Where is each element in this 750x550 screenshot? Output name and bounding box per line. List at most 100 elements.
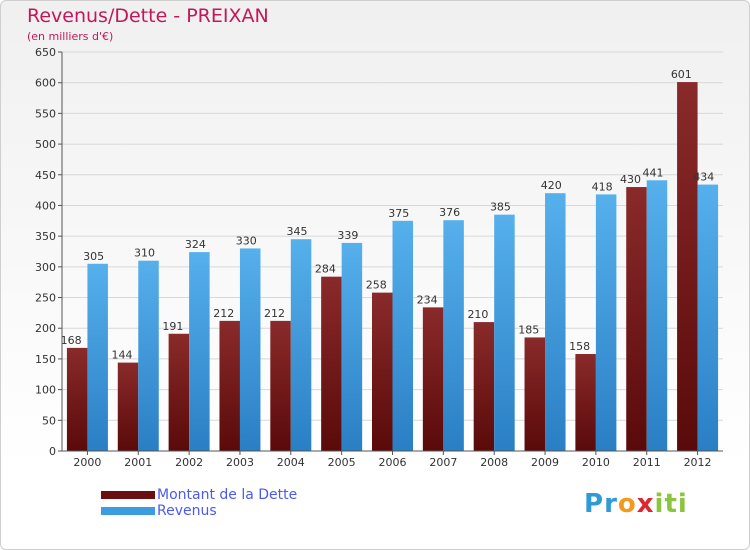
bar-revenus-2008 [494,214,515,451]
y-tick-label-200: 200 [35,322,56,335]
legend-label-revenus: Revenus [157,503,217,519]
logo-letter: t [664,489,678,519]
logo-letter: x [636,489,655,519]
logo-letter: i [677,489,688,519]
data-label-revenus-2001: 310 [134,247,155,260]
x-tick-label-2001: 2001 [124,456,152,469]
data-label-dette-2000: 168 [61,334,82,347]
data-label-dette-2005: 284 [315,263,336,276]
y-tick-label-150: 150 [35,353,56,366]
bar-dette-2004 [270,320,291,451]
data-label-revenus-2002: 324 [185,238,206,251]
bar-revenus-2009 [545,193,566,451]
x-tick-label-2009: 2009 [531,456,559,469]
y-tick-label-0: 0 [49,445,56,458]
logo-letter: i [654,489,665,519]
y-tick-label-550: 550 [35,107,56,120]
bar-dette-2003 [219,320,240,451]
y-tick-label-350: 350 [35,230,56,243]
data-label-dette-2001: 144 [112,349,133,362]
label-layer: 168 305 144 310 191 324 212 330 212 345 284 339 258 3… [61,68,715,362]
bar-revenus-2000 [87,263,108,451]
legend: Montant de la Dette Revenus [101,487,297,519]
x-tick-label-2002: 2002 [175,456,203,469]
bar-dette-2006 [372,292,393,451]
chart-title: Revenus/Dette - PREIXAN [27,5,269,27]
axis-layer: 0 50 100 150 200 250 300 350 400 450 500 550 600 650 2… [35,46,723,469]
data-label-revenus-2006: 375 [388,207,409,220]
logo-letter: o [617,489,637,519]
bar-dette-2000 [66,347,88,451]
bar-revenus-2011 [646,180,668,452]
data-label-revenus-2000: 305 [83,250,104,263]
x-tick-label-2010: 2010 [582,456,610,469]
bar-revenus-2005 [341,242,363,451]
bar-revenus-2007 [443,220,464,451]
x-tick-label-2011: 2011 [633,456,661,469]
bar-layer [66,82,719,452]
x-tick-label-2007: 2007 [429,456,457,469]
data-label-revenus-2008: 385 [490,201,511,214]
data-label-revenus-2003: 330 [236,234,257,247]
logo-letter: r [604,489,618,519]
legend-item-dette: Montant de la Dette [101,487,297,503]
bar-dette-2002 [168,333,190,451]
x-tick-label-2012: 2012 [684,456,712,469]
bar-dette-2010 [575,354,596,451]
bar-dette-2008 [473,322,495,451]
data-label-dette-2012: 601 [671,68,692,81]
bar-dette-2001 [117,362,139,451]
data-label-dette-2010: 158 [569,340,590,353]
bar-revenus-2004 [290,239,312,451]
bar-revenus-2003 [239,248,261,451]
legend-item-revenus: Revenus [101,503,297,519]
data-label-dette-2006: 258 [366,279,387,292]
data-label-revenus-2004: 345 [287,225,308,238]
chart-subtitle: (en milliers d'€) [27,30,114,43]
data-label-dette-2009: 185 [518,323,539,336]
y-tick-label-250: 250 [35,292,56,305]
x-tick-label-2005: 2005 [328,456,356,469]
bar-dette-2012 [677,82,698,451]
data-label-dette-2002: 191 [162,320,183,333]
data-label-revenus-2012: 434 [693,171,714,184]
x-tick-label-2004: 2004 [277,456,305,469]
logo-letter: P [584,489,605,519]
y-tick-label-50: 50 [42,414,56,427]
legend-swatch-revenus [101,507,155,515]
data-label-dette-2011: 430 [620,173,641,186]
proxiti-logo: Proxiti [584,489,688,519]
y-tick-label-600: 600 [35,77,56,90]
bar-revenus-2012 [697,184,719,452]
x-tick-label-2000: 2000 [73,456,101,469]
legend-label-dette: Montant de la Dette [157,487,298,503]
x-tick-label-2008: 2008 [480,456,508,469]
y-tick-label-300: 300 [35,261,56,274]
data-label-revenus-2005: 339 [337,229,358,242]
bar-dette-2009 [524,337,546,451]
data-label-revenus-2011: 441 [642,166,663,179]
bar-dette-2011 [626,187,647,452]
data-label-dette-2003: 212 [213,307,234,320]
data-label-revenus-2010: 418 [592,180,613,193]
x-tick-label-2006: 2006 [379,456,407,469]
y-tick-label-450: 450 [35,169,56,182]
bar-dette-2005 [321,276,342,451]
data-label-dette-2008: 210 [467,308,488,321]
bar-revenus-2006 [392,220,413,451]
y-tick-label-400: 400 [35,199,56,212]
bar-dette-2007 [422,307,444,451]
x-tick-label-2003: 2003 [226,456,254,469]
data-label-revenus-2007: 376 [439,206,460,219]
data-label-dette-2007: 234 [417,293,438,306]
bar-revenus-2002 [189,252,210,451]
y-tick-label-650: 650 [35,46,56,59]
bar-revenus-2001 [138,260,159,451]
data-label-revenus-2009: 420 [541,179,562,192]
legend-swatch-dette [101,491,155,499]
data-label-dette-2004: 212 [264,307,285,320]
y-tick-label-500: 500 [35,138,56,151]
y-tick-label-100: 100 [35,384,56,397]
